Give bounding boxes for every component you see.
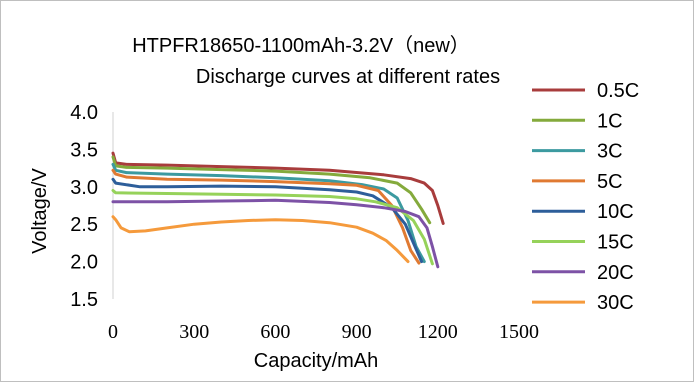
x-axis-label: Capacity/mAh: [254, 350, 379, 372]
chart-title: HTPFR18650-1100mAh-3.2V（new）: [132, 34, 470, 57]
series-line-20c: [111, 198, 440, 269]
y-tick-label: 2.5: [70, 214, 98, 236]
chart-subtitle: Discharge curves at different rates: [196, 66, 500, 88]
x-tick-label: 300: [179, 321, 209, 343]
legend-label: 10C: [597, 201, 634, 223]
x-tick-label: 1200: [418, 321, 458, 343]
x-tick-label: 900: [342, 321, 372, 343]
legend-label: 30C: [597, 292, 634, 314]
series-line-3c: [111, 162, 426, 264]
legend-label: 5C: [597, 171, 623, 193]
y-tick-label: 4.0: [70, 102, 98, 124]
series-line-5c: [111, 168, 421, 265]
series-lines: [111, 151, 445, 269]
series-line-10c: [111, 177, 424, 264]
y-tick-label: 3.5: [70, 139, 98, 161]
x-ticks: 0 300 600 900 1200 1500: [108, 321, 539, 343]
y-ticks: 4.0 3.5 3.0 2.5 2.0 1.5: [70, 102, 98, 311]
legend-label: 1C: [597, 110, 623, 132]
series-line-30c: [111, 215, 410, 264]
legend: 0.5C 1C 3C 5C 10C 15C 20C 30C: [532, 80, 639, 314]
x-tick-label: 600: [260, 321, 290, 343]
series-line-1c: [111, 155, 432, 225]
legend-label: 20C: [597, 262, 634, 284]
series-line-15c: [111, 189, 434, 266]
y-tick-label: 3.0: [70, 177, 98, 199]
x-tick-label: 1500: [499, 321, 539, 343]
legend-label: 3C: [597, 141, 623, 163]
legend-label: 15C: [597, 232, 634, 254]
y-axis-label: Voltage/V: [29, 168, 51, 254]
y-tick-label: 1.5: [70, 289, 98, 311]
y-tick-label: 2.0: [70, 252, 98, 274]
series-line-0-5c: [111, 151, 445, 225]
x-tick-label: 0: [108, 321, 118, 343]
legend-label: 0.5C: [597, 80, 639, 102]
